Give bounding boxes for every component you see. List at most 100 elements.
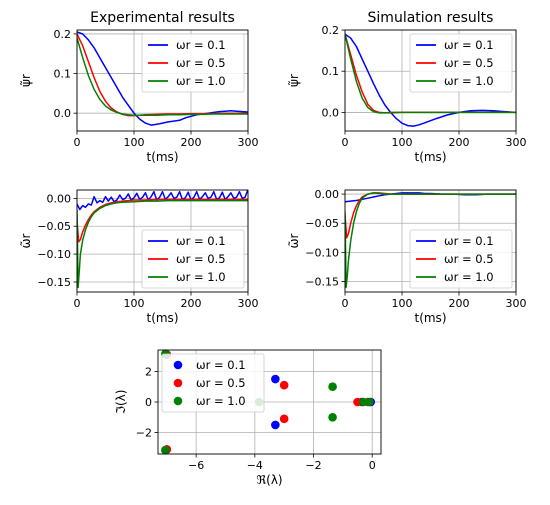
series-line-1 [345, 33, 516, 127]
legend-label: ωr = 0.5 [196, 376, 246, 390]
x-tick-label: 300 [506, 297, 527, 310]
axes-frame [76, 189, 249, 293]
legend: ωr = 0.1 ωr = 0.5 ωr = 1.0 [141, 33, 245, 93]
legend-label: ωr = 0.5 [444, 56, 494, 70]
y-axis-label: ψ̃r [19, 74, 33, 87]
chart-title: Simulation results [368, 10, 494, 26]
series-line-3 [345, 192, 516, 289]
series-line-3 [77, 37, 248, 116]
legend-label: ωr = 0.1 [444, 234, 494, 248]
x-tick-label: 200 [449, 297, 470, 310]
x-tick-label: 200 [181, 297, 202, 310]
x-tick-label: 300 [506, 136, 527, 149]
y-tick-label: 0.2 [54, 28, 72, 41]
y-tick-label: 0.2 [322, 24, 340, 37]
legend-label: ωr = 0.1 [176, 234, 226, 248]
series-line-3 [77, 199, 248, 289]
legend-label: ωr = 0.1 [176, 38, 226, 52]
axes-frame [344, 189, 517, 293]
chart-sim_omega: 0 100 200 300 0.00 −0.05 −0.10 −0.15 t(ms) ω̃r ωr … [287, 188, 527, 325]
x-tick-label: 0 [369, 459, 376, 472]
x-tick-label: 100 [124, 136, 145, 149]
legend-swatch [173, 360, 183, 370]
x-tick-label: 200 [449, 136, 470, 149]
x-tick-label: 300 [238, 136, 259, 149]
plot-area [77, 190, 248, 289]
legend-box [409, 229, 513, 289]
y-tick-label: 0 [145, 396, 152, 409]
scatter-point [328, 382, 337, 392]
scatter-point [364, 397, 374, 407]
plot-area [345, 192, 516, 289]
x-tick-label: 0 [74, 297, 81, 310]
x-tick-label: 100 [392, 136, 413, 149]
legend: ωr = 0.1 ωr = 0.5 ωr = 1.0 [409, 33, 513, 93]
x-tick-label: 0 [342, 297, 349, 310]
scatter-point [161, 445, 170, 455]
legend-label: ωr = 0.5 [176, 252, 226, 266]
y-tick-label: 0.1 [54, 68, 72, 81]
y-tick-label: 0.0 [54, 107, 72, 120]
scatter-point [279, 414, 289, 424]
legend: ωr = 0.1 ωr = 0.5 ωr = 1.0 [141, 229, 245, 289]
legend-label: ωr = 1.0 [444, 74, 494, 88]
legend-label: ωr = 1.0 [444, 270, 494, 284]
chart-title: Experimental results [90, 10, 235, 26]
series-line-2 [77, 198, 248, 243]
x-axis-label: t(ms) [146, 311, 178, 325]
y-axis-label: ψ̃r [287, 74, 301, 87]
x-tick-label: 100 [124, 297, 145, 310]
scatter-point [279, 380, 289, 390]
x-tick-label: −2 [305, 459, 321, 472]
axes-frame [76, 29, 249, 132]
y-tick-label: 0.00 [315, 188, 340, 201]
y-tick-label: 2 [145, 365, 152, 378]
x-axis-label: t(ms) [414, 150, 446, 164]
series-line-1 [77, 190, 248, 211]
y-tick-label: −0.10 [37, 248, 71, 261]
x-axis-label: ℜ(λ) [256, 473, 282, 487]
y-tick-label: 0.1 [322, 65, 340, 78]
x-tick-label: 0 [342, 136, 349, 149]
chart-sim_psi: 0 100 200 300 0.0 0.1 0.2 t(ms) ψ̃r Simulation re… [287, 10, 527, 164]
x-tick-label: −4 [247, 459, 263, 472]
chart-exp_psi: 0 100 200 300 0.0 0.1 0.2 t(ms) ψ̃r Experimental … [19, 10, 259, 164]
y-tick-label: −0.05 [37, 220, 71, 233]
y-axis-label: ℑ(λ) [114, 390, 128, 415]
x-tick-label: 100 [392, 297, 413, 310]
x-tick-label: 0 [74, 136, 81, 149]
y-tick-label: −0.15 [37, 276, 71, 289]
legend-label: ωr = 0.5 [444, 252, 494, 266]
legend-label: ωr = 0.5 [176, 56, 226, 70]
legend-box [161, 353, 265, 413]
plot-area [345, 33, 516, 127]
x-axis-label: t(ms) [146, 150, 178, 164]
legend-label: ωr = 0.1 [196, 358, 246, 372]
y-tick-label: 0.00 [47, 192, 72, 205]
y-tick-label: −0.15 [305, 276, 339, 289]
x-tick-label: 300 [238, 297, 259, 310]
y-axis-label: ω̃r [287, 233, 301, 248]
x-tick-label: −6 [188, 459, 204, 472]
y-axis-label: ω̃r [19, 233, 33, 248]
legend-swatch [173, 378, 183, 388]
scatter-point [271, 420, 280, 430]
series-line-3 [345, 33, 516, 114]
legend-label: ωr = 1.0 [196, 394, 246, 408]
legend-label: ωr = 0.1 [444, 38, 494, 52]
y-tick-label: −0.05 [305, 217, 339, 230]
legend-box [141, 229, 245, 289]
legend: ωr = 0.1 ωr = 0.5 ωr = 1.0 [409, 229, 513, 289]
legend-swatch [173, 396, 183, 406]
axes-frame [344, 29, 517, 132]
legend-label: ωr = 1.0 [176, 270, 226, 284]
scatter-point [328, 412, 337, 422]
plot-area [77, 31, 248, 126]
scatter-point [271, 374, 280, 384]
chart-exp_omega: 0 100 200 300 0.00 −0.05 −0.10 −0.15 t(ms) ω̃r ωr … [19, 189, 259, 325]
y-tick-label: 0.0 [322, 106, 340, 119]
y-tick-label: −0.10 [305, 246, 339, 259]
y-tick-label: −2 [136, 427, 152, 440]
chart-poles: −6 −4 −2 0 −2 0 2 ℜ(λ) ℑ(λ) ωr = 0.1 ωr = 0.5 ωr = … [114, 349, 382, 487]
